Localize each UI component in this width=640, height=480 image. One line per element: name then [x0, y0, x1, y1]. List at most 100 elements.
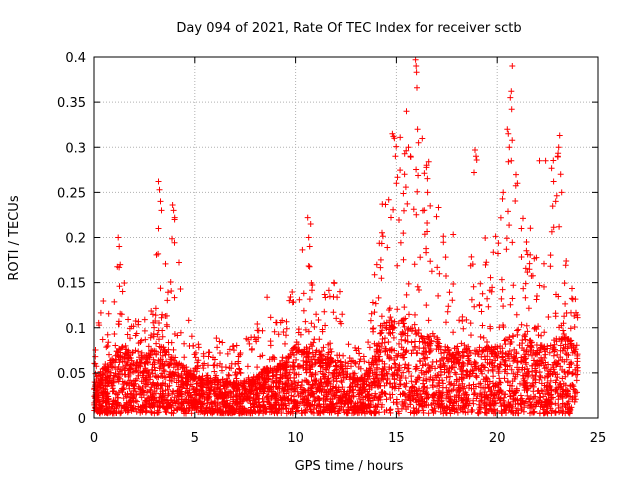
data-point — [183, 371, 190, 378]
data-point — [515, 405, 521, 412]
data-point — [278, 410, 285, 416]
data-point — [289, 289, 296, 295]
data-point — [365, 339, 372, 346]
data-point — [430, 377, 437, 384]
data-point — [510, 395, 517, 402]
data-point — [454, 349, 461, 356]
data-point — [472, 147, 478, 153]
data-point — [142, 404, 149, 410]
data-point — [327, 380, 334, 387]
data-point — [259, 395, 266, 402]
data-point — [305, 234, 312, 241]
data-point — [149, 348, 156, 355]
data-point — [436, 377, 443, 384]
data-point — [137, 362, 144, 369]
data-point — [467, 320, 474, 327]
data-point — [132, 332, 139, 339]
data-point — [387, 329, 394, 336]
data-point — [560, 327, 567, 334]
data-point — [306, 263, 313, 270]
data-point — [334, 410, 341, 417]
data-point — [307, 358, 313, 365]
data-point — [385, 339, 392, 345]
data-point — [389, 384, 396, 391]
data-point — [150, 330, 157, 337]
data-point — [158, 314, 165, 321]
data-point — [455, 382, 462, 389]
data-point — [487, 397, 494, 404]
data-point — [243, 335, 250, 342]
data-point — [400, 316, 407, 323]
data-point — [131, 392, 138, 399]
data-point — [552, 386, 559, 393]
data-point — [480, 347, 487, 354]
data-point — [500, 303, 507, 310]
data-point — [485, 303, 492, 310]
data-point — [459, 397, 466, 403]
data-point — [536, 376, 543, 383]
data-point — [529, 380, 536, 387]
data-point — [424, 189, 431, 196]
data-point — [393, 143, 400, 150]
data-point — [265, 376, 272, 383]
data-point — [170, 346, 177, 353]
data-point — [496, 375, 503, 382]
data-point — [324, 382, 331, 389]
data-point — [153, 351, 160, 358]
x-tick-label: 10 — [287, 431, 304, 446]
data-point — [447, 393, 454, 400]
data-point — [272, 401, 279, 408]
data-point — [304, 366, 311, 373]
data-point — [378, 313, 385, 320]
data-point — [166, 382, 173, 389]
data-point — [419, 362, 426, 369]
data-point — [263, 372, 270, 379]
data-point — [562, 341, 569, 348]
data-point — [205, 384, 212, 391]
data-point — [564, 387, 571, 394]
data-point — [288, 397, 295, 404]
data-point — [159, 370, 165, 377]
data-point — [345, 395, 352, 402]
data-point — [338, 404, 345, 410]
data-point — [162, 351, 169, 358]
data-point — [414, 84, 420, 91]
data-point — [523, 346, 530, 353]
data-point — [142, 359, 149, 366]
data-point — [534, 388, 541, 395]
data-point — [169, 202, 176, 208]
data-point — [530, 409, 537, 416]
data-point — [278, 397, 285, 404]
data-point — [128, 402, 135, 409]
data-point — [300, 307, 307, 314]
data-point — [286, 369, 293, 376]
data-point — [537, 394, 544, 401]
data-point — [185, 376, 192, 383]
data-point — [547, 377, 554, 384]
data-point — [335, 399, 341, 406]
data-point — [568, 360, 575, 367]
data-point — [116, 389, 123, 396]
data-point — [549, 370, 556, 377]
data-point — [463, 371, 470, 378]
data-point — [130, 381, 137, 388]
data-point — [396, 340, 402, 347]
data-point — [404, 327, 411, 333]
data-point — [408, 350, 415, 357]
data-point — [289, 410, 296, 417]
data-point — [557, 171, 564, 178]
data-point — [413, 63, 420, 69]
data-point — [501, 402, 508, 409]
data-point — [437, 392, 444, 399]
data-point — [559, 388, 566, 395]
data-point — [520, 285, 527, 292]
data-point — [412, 343, 419, 350]
data-point — [264, 393, 271, 400]
data-point — [408, 373, 415, 380]
data-point — [283, 405, 290, 412]
data-point — [521, 333, 528, 340]
data-point — [110, 397, 117, 404]
data-point — [317, 362, 324, 369]
data-point — [99, 336, 106, 343]
data-point — [466, 373, 473, 380]
